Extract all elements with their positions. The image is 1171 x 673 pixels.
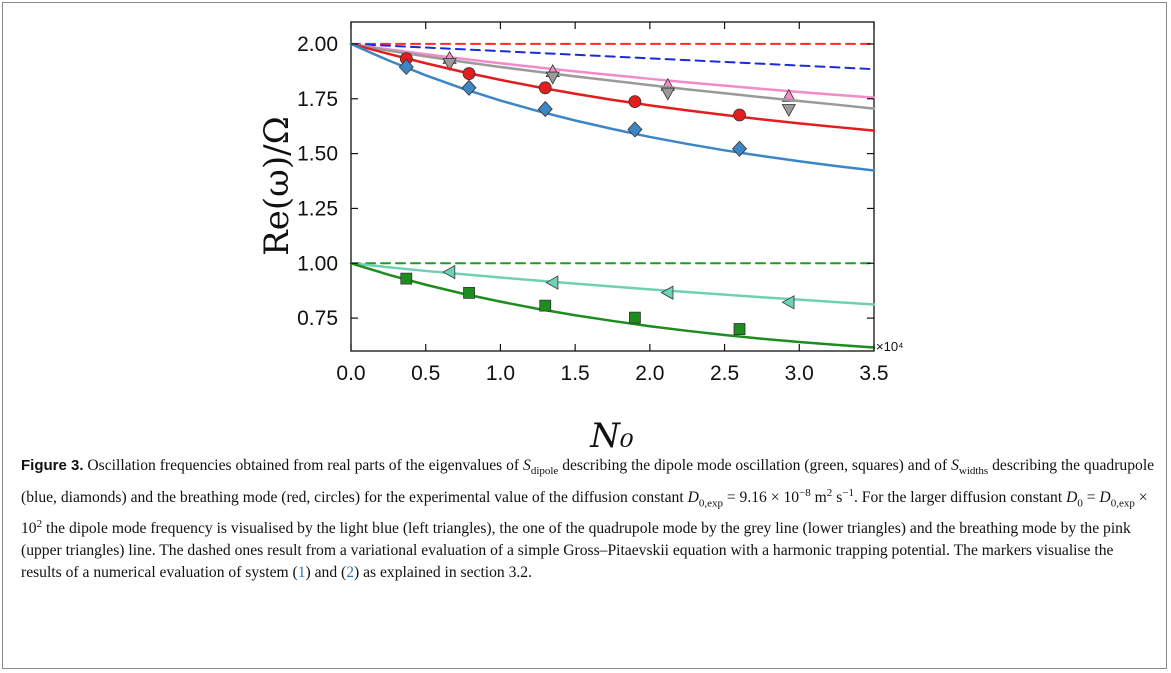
x-tick-label: 3.0 <box>785 362 814 385</box>
series-line <box>350 42 875 71</box>
data-point-marker <box>627 121 643 138</box>
x-tick-label: 3.5 <box>859 362 888 385</box>
symbol-sub: dipole <box>530 465 559 478</box>
caption-text: describing the quadrupole (blue, diamond… <box>21 457 1155 506</box>
symbol-d: D <box>687 488 699 506</box>
caption-math: s <box>832 488 843 506</box>
x-tick-label: 2.5 <box>710 362 739 385</box>
data-point-marker <box>461 79 477 96</box>
symbol-sup: 2 <box>826 486 833 499</box>
y-tick-label: 1.75 <box>297 88 338 111</box>
y-tick-label: 1.00 <box>297 252 338 275</box>
data-point-marker <box>400 272 413 285</box>
data-point-marker <box>463 286 475 299</box>
data-point-marker <box>442 58 457 71</box>
caption-text: the dipole mode frequency is visualised … <box>21 520 1131 581</box>
series-layer <box>349 42 876 349</box>
tick-layer: 0.0 0.5 1.0 1.5 2.0 2.5 3.0 3.5 0.75 1.00 1.25 1.50… <box>297 22 889 385</box>
symbol-sub: 0,exp <box>698 496 723 509</box>
y-axis-label: Re(ω)/Ω <box>257 116 297 256</box>
symbol-sub: widths <box>958 465 989 478</box>
data-point-marker <box>781 295 795 310</box>
frequency-chart: 0.0 0.5 1.0 1.5 2.0 2.5 3.0 3.5 0.75 1.00 1.25 1.50… <box>257 21 904 455</box>
caption-math: = 9.16 × 10 <box>722 488 800 506</box>
caption-text: describing the dipole mode oscillation (… <box>558 457 952 474</box>
data-point-marker <box>733 108 746 122</box>
series-8 <box>349 262 876 349</box>
series-line <box>349 262 876 306</box>
x-tick-label: 0.0 <box>336 362 365 385</box>
equation-ref-link[interactable]: 2 <box>346 563 355 581</box>
data-point-marker <box>628 95 642 109</box>
data-point-marker <box>629 311 641 324</box>
symbol-sub: 0,exp <box>1110 496 1135 509</box>
data-point-marker <box>398 58 414 76</box>
symbol-sup: −1 <box>842 486 854 499</box>
series-line <box>349 42 876 99</box>
data-point-marker <box>781 104 797 118</box>
y-tick-label: 1.50 <box>297 143 338 166</box>
symbol-sub: 0 <box>1077 496 1083 509</box>
caption-math: m <box>810 488 827 506</box>
x-tick-label: 2.0 <box>635 362 664 385</box>
data-point-marker <box>539 299 552 312</box>
series-4 <box>349 42 876 118</box>
series-5 <box>349 42 876 132</box>
data-point-marker <box>462 67 476 80</box>
data-point-marker <box>545 71 560 85</box>
series-line <box>349 262 876 349</box>
data-point-marker <box>660 285 674 300</box>
data-point-marker <box>731 140 748 157</box>
y-tick-label: 0.75 <box>297 307 338 330</box>
caption-math: × 10 <box>21 488 1148 538</box>
caption-text: . For the larger diffusion constant <box>853 488 1067 506</box>
series-7 <box>349 262 876 310</box>
data-point-marker <box>660 87 675 101</box>
data-point-marker <box>733 323 746 335</box>
series-3 <box>349 42 876 102</box>
y-tick-label: 2.00 <box>297 33 338 56</box>
x-tick-label: 1.0 <box>486 362 515 385</box>
figure-label: Figure 3. <box>21 457 84 474</box>
series-line <box>349 42 876 132</box>
symbol-s: S <box>523 457 531 474</box>
caption-math: = <box>1082 488 1100 506</box>
data-point-marker <box>442 264 456 280</box>
caption-text: Oscillation frequencies obtained from re… <box>83 457 524 474</box>
symbol-d: D <box>1099 488 1111 506</box>
data-point-marker <box>545 275 559 290</box>
symbol-s: S <box>951 457 959 474</box>
plot-frame <box>350 21 875 352</box>
data-point-marker <box>538 81 552 95</box>
x-axis-label: N₀ <box>589 416 634 455</box>
figure-caption: Figure 3. Oscillation frequencies obtain… <box>21 455 1156 583</box>
x-tick-label: 0.5 <box>411 362 440 385</box>
y-tick-label: 1.25 <box>297 197 338 220</box>
caption-text: ) and ( <box>305 563 347 581</box>
caption-text: ) as explained in section 3.2. <box>354 563 532 581</box>
symbol-sup: −8 <box>799 486 811 499</box>
symbol-sup: 2 <box>36 518 43 531</box>
symbol-d: D <box>1066 488 1078 506</box>
data-point-marker <box>537 100 553 118</box>
series-line <box>349 42 876 110</box>
series-line <box>349 42 876 172</box>
series-6 <box>349 42 876 172</box>
equation-ref-link[interactable]: 1 <box>297 563 306 581</box>
x-multiplier-label: ×10⁴ <box>876 339 904 354</box>
series-1 <box>350 42 875 71</box>
x-tick-label: 1.5 <box>561 362 590 385</box>
